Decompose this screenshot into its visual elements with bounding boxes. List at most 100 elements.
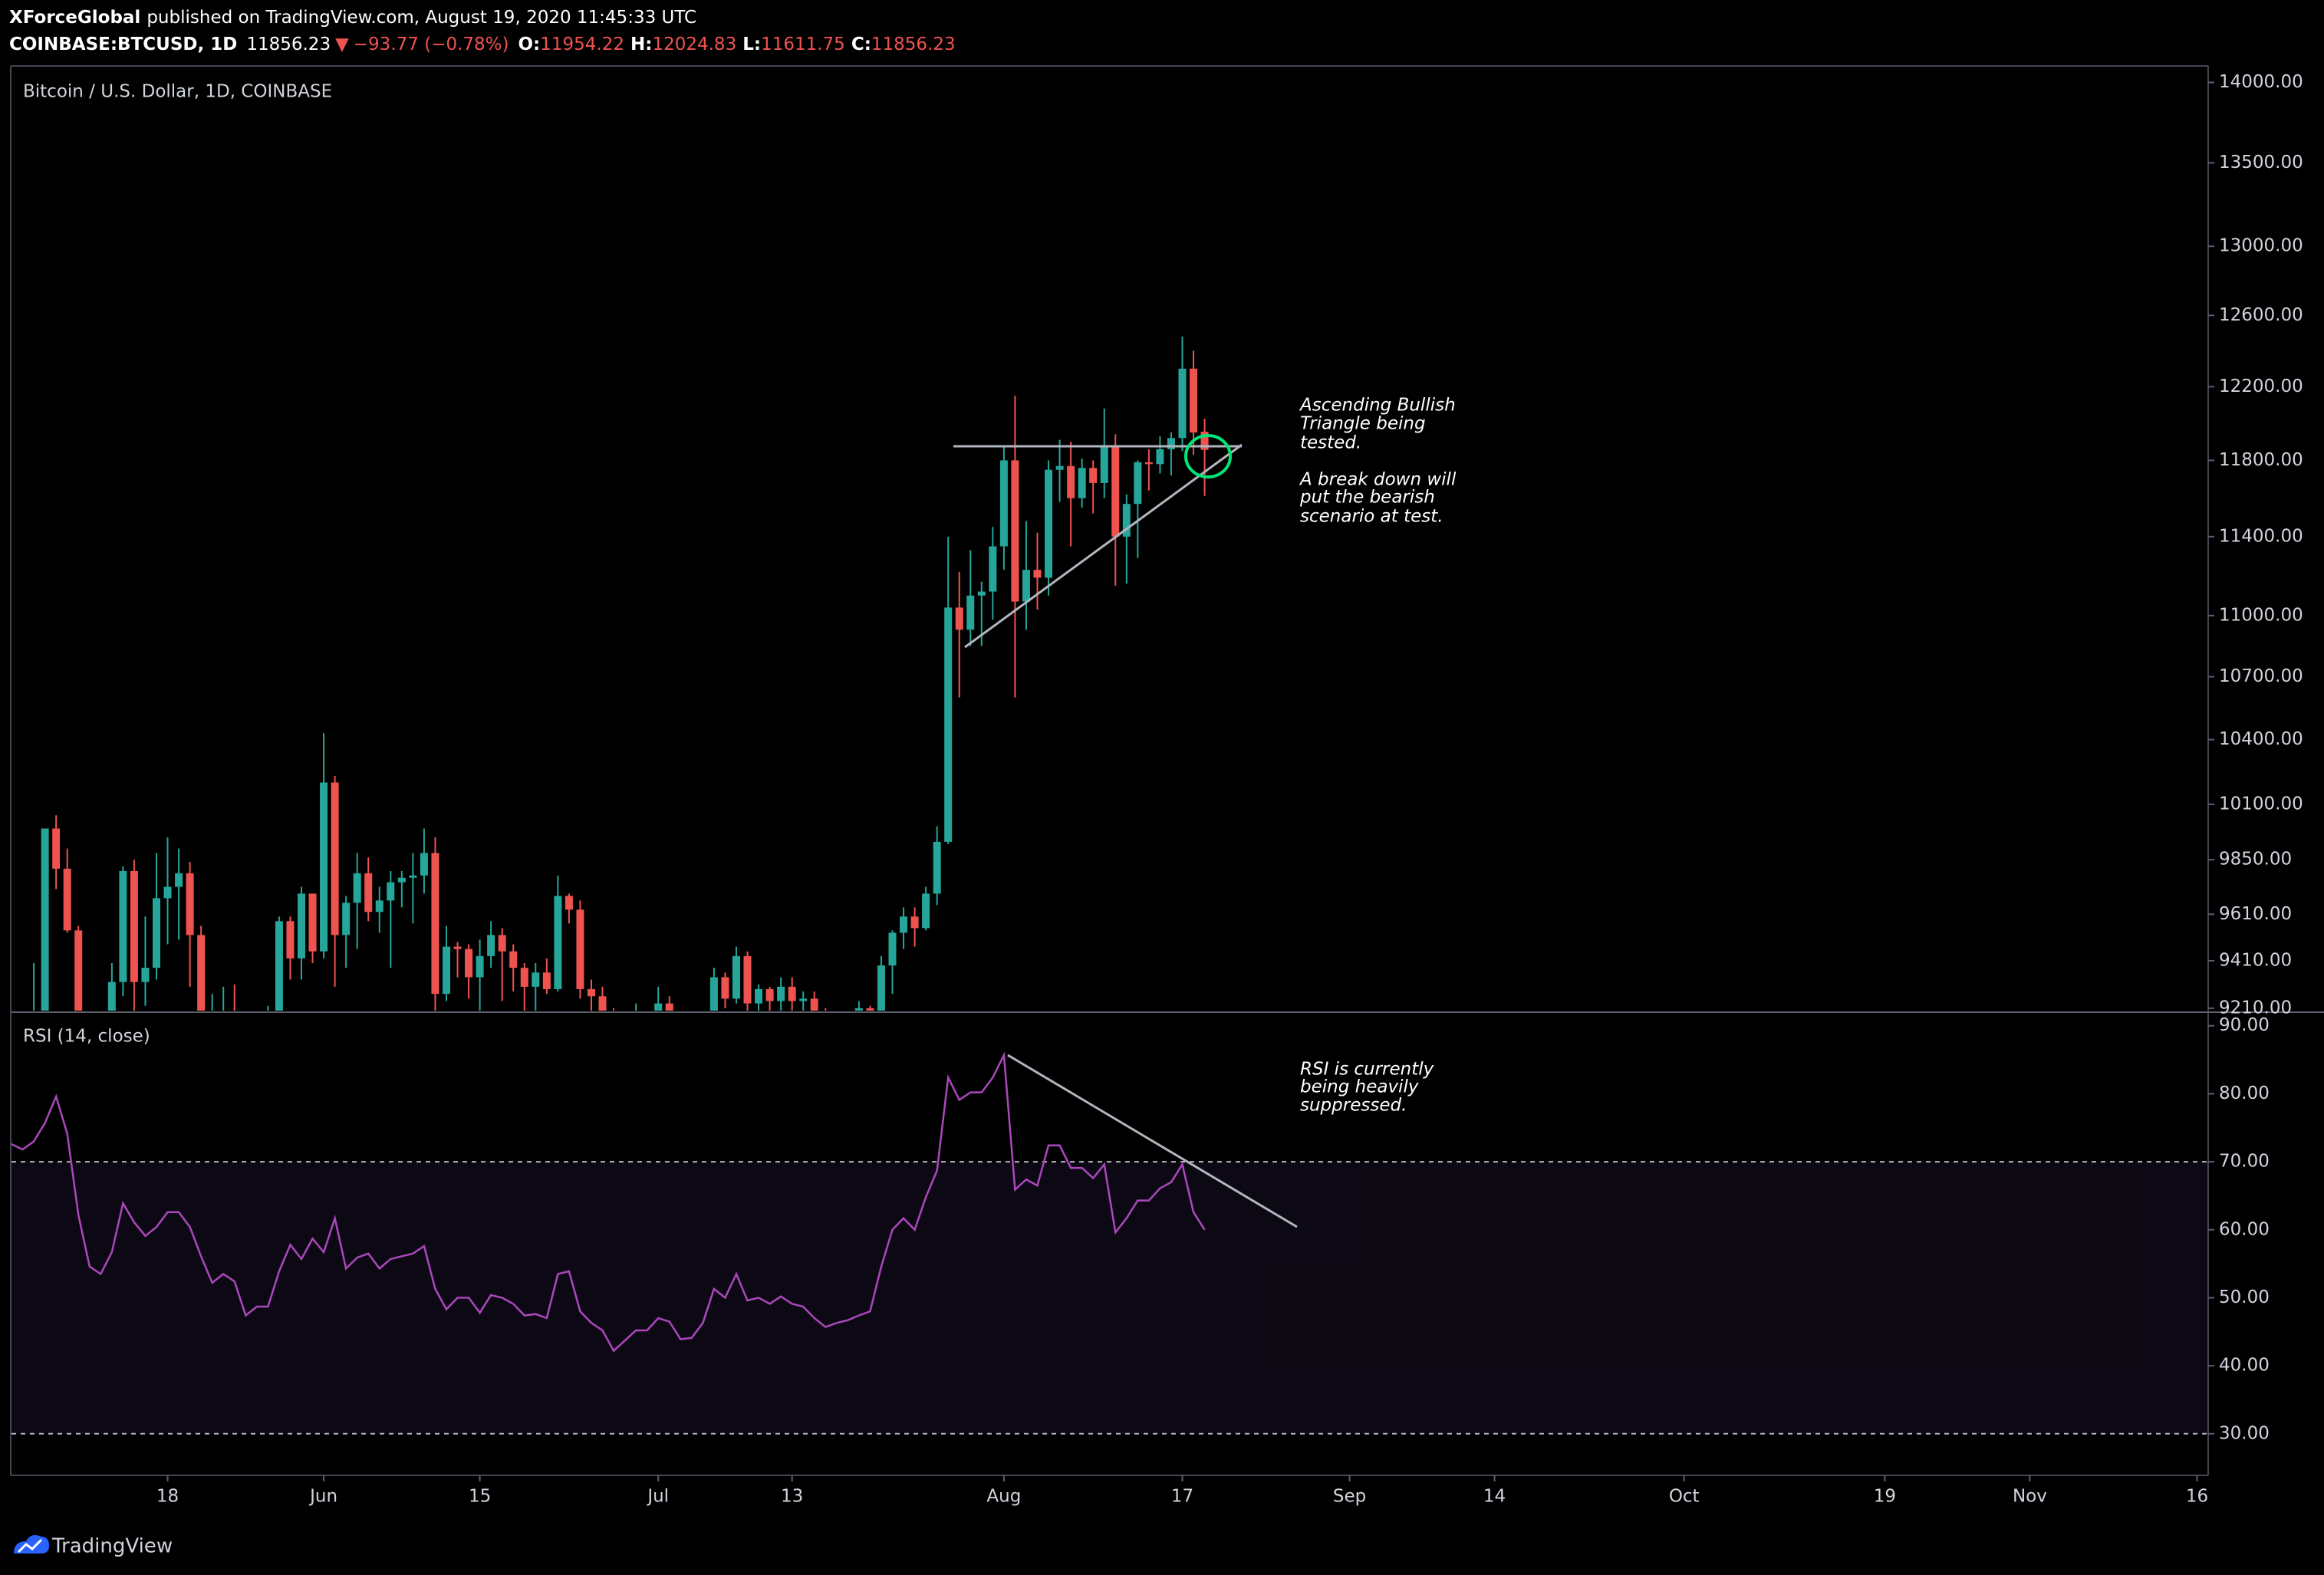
candle-body — [465, 949, 473, 978]
y-tick-label: 12200.00 — [2219, 376, 2303, 396]
candle-body — [587, 988, 595, 997]
candle-body — [119, 870, 127, 982]
candle-body — [743, 955, 752, 1004]
ohlc-label: H: — [630, 35, 652, 54]
candle-body — [41, 828, 49, 1011]
candle-body — [1122, 504, 1131, 537]
candle-body — [598, 996, 607, 1011]
candle-body — [1178, 368, 1187, 439]
candle-body — [888, 932, 897, 966]
y-tick-label: 10100.00 — [2219, 794, 2303, 814]
candle-body — [107, 981, 116, 1011]
y-tick-label: 12600.00 — [2219, 305, 2303, 325]
candle-body — [765, 988, 774, 1001]
candle-body — [275, 921, 283, 1011]
candle-body — [1111, 445, 1120, 537]
ohlc-value: 12024.83 — [652, 35, 736, 54]
candle-body — [342, 903, 351, 935]
annotation: put the bearish — [1299, 488, 1435, 508]
rsi-trendline — [1007, 1054, 1298, 1228]
candle-body — [532, 972, 540, 987]
x-tick-label: Jun — [308, 1487, 337, 1507]
candle-body — [476, 955, 484, 978]
y-tick-label: 9850.00 — [2219, 850, 2292, 870]
x-tick-label: Nov — [2013, 1487, 2047, 1507]
highlight-circle — [1184, 434, 1232, 478]
y-tick-label: 40.00 — [2219, 1356, 2270, 1376]
annotation: A break down will — [1299, 470, 1457, 490]
candle-body — [387, 882, 395, 901]
change: −93.77 (−0.78%) — [354, 35, 509, 54]
y-tick-label: 30.00 — [2219, 1423, 2270, 1443]
candle-body — [576, 909, 584, 989]
candle-body — [554, 896, 562, 989]
publisher: XForceGlobal — [9, 8, 140, 28]
candle-body — [977, 591, 986, 596]
candle-body — [353, 873, 361, 903]
candle-body — [197, 935, 206, 1011]
price-title: Bitcoin / U.S. Dollar, 1D, COINBASE — [23, 82, 332, 102]
candle-body — [1100, 445, 1108, 483]
y-tick-label: 50.00 — [2219, 1287, 2270, 1307]
candle-body — [442, 946, 450, 995]
candle-body — [74, 930, 83, 1011]
publisher-line: XForceGlobal published on TradingView.com… — [9, 8, 696, 28]
x-tick-label: 19 — [1874, 1487, 1896, 1507]
candle-body — [163, 886, 172, 899]
candle-body — [397, 877, 406, 883]
x-tick-label: 17 — [1171, 1487, 1193, 1507]
rsi-line — [12, 1051, 1206, 1353]
candle-body — [1144, 462, 1153, 465]
axes: 9210.00 9410.00 9610.00 9850.00 10100.00 1040… — [156, 72, 2303, 1506]
y-tick-label: 10400.00 — [2219, 729, 2303, 749]
candle-body — [498, 935, 506, 952]
candle-body — [175, 873, 183, 887]
y-tick-label: 9610.00 — [2219, 904, 2292, 924]
ohlc-label: O: — [518, 35, 541, 54]
candle-body — [487, 935, 495, 956]
candle-body — [877, 965, 885, 1011]
y-tick-label: 90.00 — [2219, 1015, 2270, 1035]
ohlc-label: L: — [742, 35, 761, 54]
candle-body — [788, 986, 796, 1001]
candle-body — [854, 1008, 863, 1011]
rsi-band — [12, 1162, 2208, 1434]
candle-body — [152, 898, 160, 968]
x-tick-label: Aug — [986, 1487, 1021, 1507]
x-tick-label: Jul — [646, 1487, 669, 1507]
candle-body — [999, 460, 1008, 547]
y-tick-label: 80.00 — [2219, 1083, 2270, 1103]
candle-body — [1200, 431, 1209, 450]
candle-body — [709, 977, 718, 1011]
annotation: Ascending Bullish — [1299, 396, 1456, 416]
rsi-background — [12, 1161, 2208, 1435]
candle-body — [966, 595, 975, 630]
candle-body — [755, 988, 763, 1004]
candle-body — [933, 841, 941, 894]
annotation: Triangle being — [1300, 414, 1426, 434]
y-tick-label: 9410.00 — [2219, 950, 2292, 970]
candle-body — [420, 853, 428, 876]
candle-body — [186, 873, 194, 935]
candle-body — [1011, 460, 1019, 602]
candle-body — [900, 916, 908, 933]
candle-body — [1055, 465, 1064, 470]
x-tick-label: 18 — [156, 1487, 179, 1507]
candle-body — [52, 828, 61, 869]
last-price: 11856.23 — [246, 35, 331, 54]
symbol-line: COINBASE:BTCUSD, 1D 11856.23 ▼ −93.77 (−0.7… — [9, 35, 956, 54]
y-tick-label: 14000.00 — [2219, 72, 2303, 92]
candle-body — [542, 972, 551, 989]
published: published on TradingView.com, August 19,… — [146, 8, 696, 28]
y-tick-label: 11800.00 — [2219, 450, 2303, 470]
ohlc-value: 11611.75 — [761, 35, 845, 54]
brand: TradingView — [51, 1535, 173, 1558]
ohlc-value: 11856.23 — [871, 35, 956, 54]
change-icon: ▼ — [335, 35, 349, 54]
candle-body — [431, 853, 439, 995]
x-tick-label: Oct — [1669, 1487, 1700, 1507]
y-tick-label: 10700.00 — [2219, 666, 2303, 686]
candle-body — [1167, 438, 1175, 449]
symbol: COINBASE:BTCUSD, 1D — [9, 35, 237, 54]
